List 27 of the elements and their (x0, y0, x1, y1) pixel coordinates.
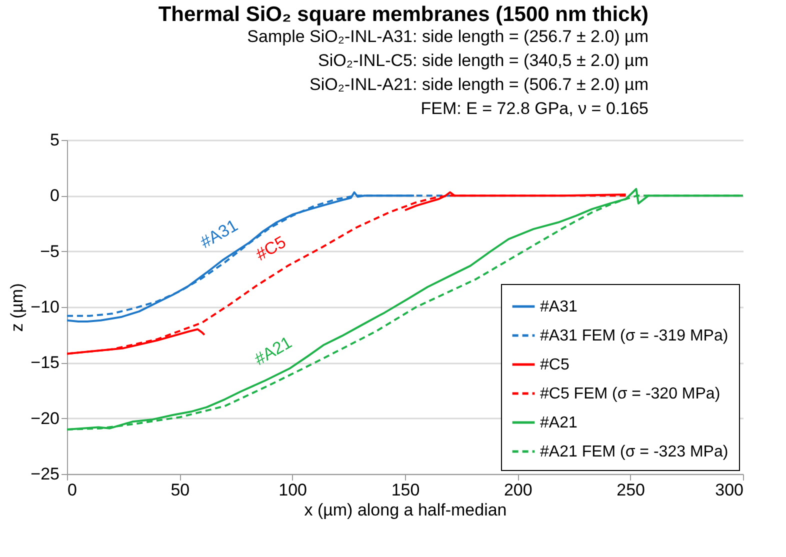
chart-title: Thermal SiO₂ square membranes (1500 nm thick) (158, 3, 648, 26)
legend-label: #A21 (540, 414, 578, 432)
y-tick-label: −20 (30, 408, 60, 428)
x-tick-label: 0 (68, 480, 77, 500)
x-tick-label: 300 (715, 480, 744, 500)
y-axis-title: z (µm) (8, 283, 27, 332)
y-tick-label: −15 (30, 353, 60, 372)
legend-label: #A31 FEM (σ = -319 MPa) (540, 328, 728, 344)
legend-label: #A31 (540, 298, 578, 316)
y-tick-label: −10 (30, 298, 60, 316)
y-tick-label: −25 (30, 464, 60, 484)
x-tick-label: 200 (504, 480, 532, 500)
chart-subtitle: Sample SiO₂-INL-A31: side length = (256.7 ± 2.0) µm SiO₂-INL-C5: side length = (340,5 ± 2.0) µm SiO₂-INL-A21: side length = (506.7 ± 2.0) µm FEM: E = 72.8 GPa, ν = 0.165 (247, 27, 648, 118)
annotation: #C5 (252, 232, 290, 264)
x-tick-label: 50 (170, 480, 190, 500)
y-tick-label: 5 (50, 130, 60, 150)
annotation: #A21 (251, 332, 296, 370)
annotation: #A31 (197, 216, 241, 252)
legend-label: #C5 (540, 356, 570, 374)
x-tick-label: 100 (278, 480, 308, 500)
legend-label: #A21 FEM (σ = -323 MPa) (540, 444, 728, 460)
x-tick-label: 250 (616, 480, 646, 500)
x-tick-label: 150 (391, 480, 420, 500)
y-tick-label: 0 (50, 186, 60, 206)
y-tick-label: −5 (40, 242, 60, 261)
legend-label: #C5 FEM (σ = -320 MPa) (540, 386, 720, 402)
x-axis-title: x (µm) along a half-median (304, 500, 507, 520)
